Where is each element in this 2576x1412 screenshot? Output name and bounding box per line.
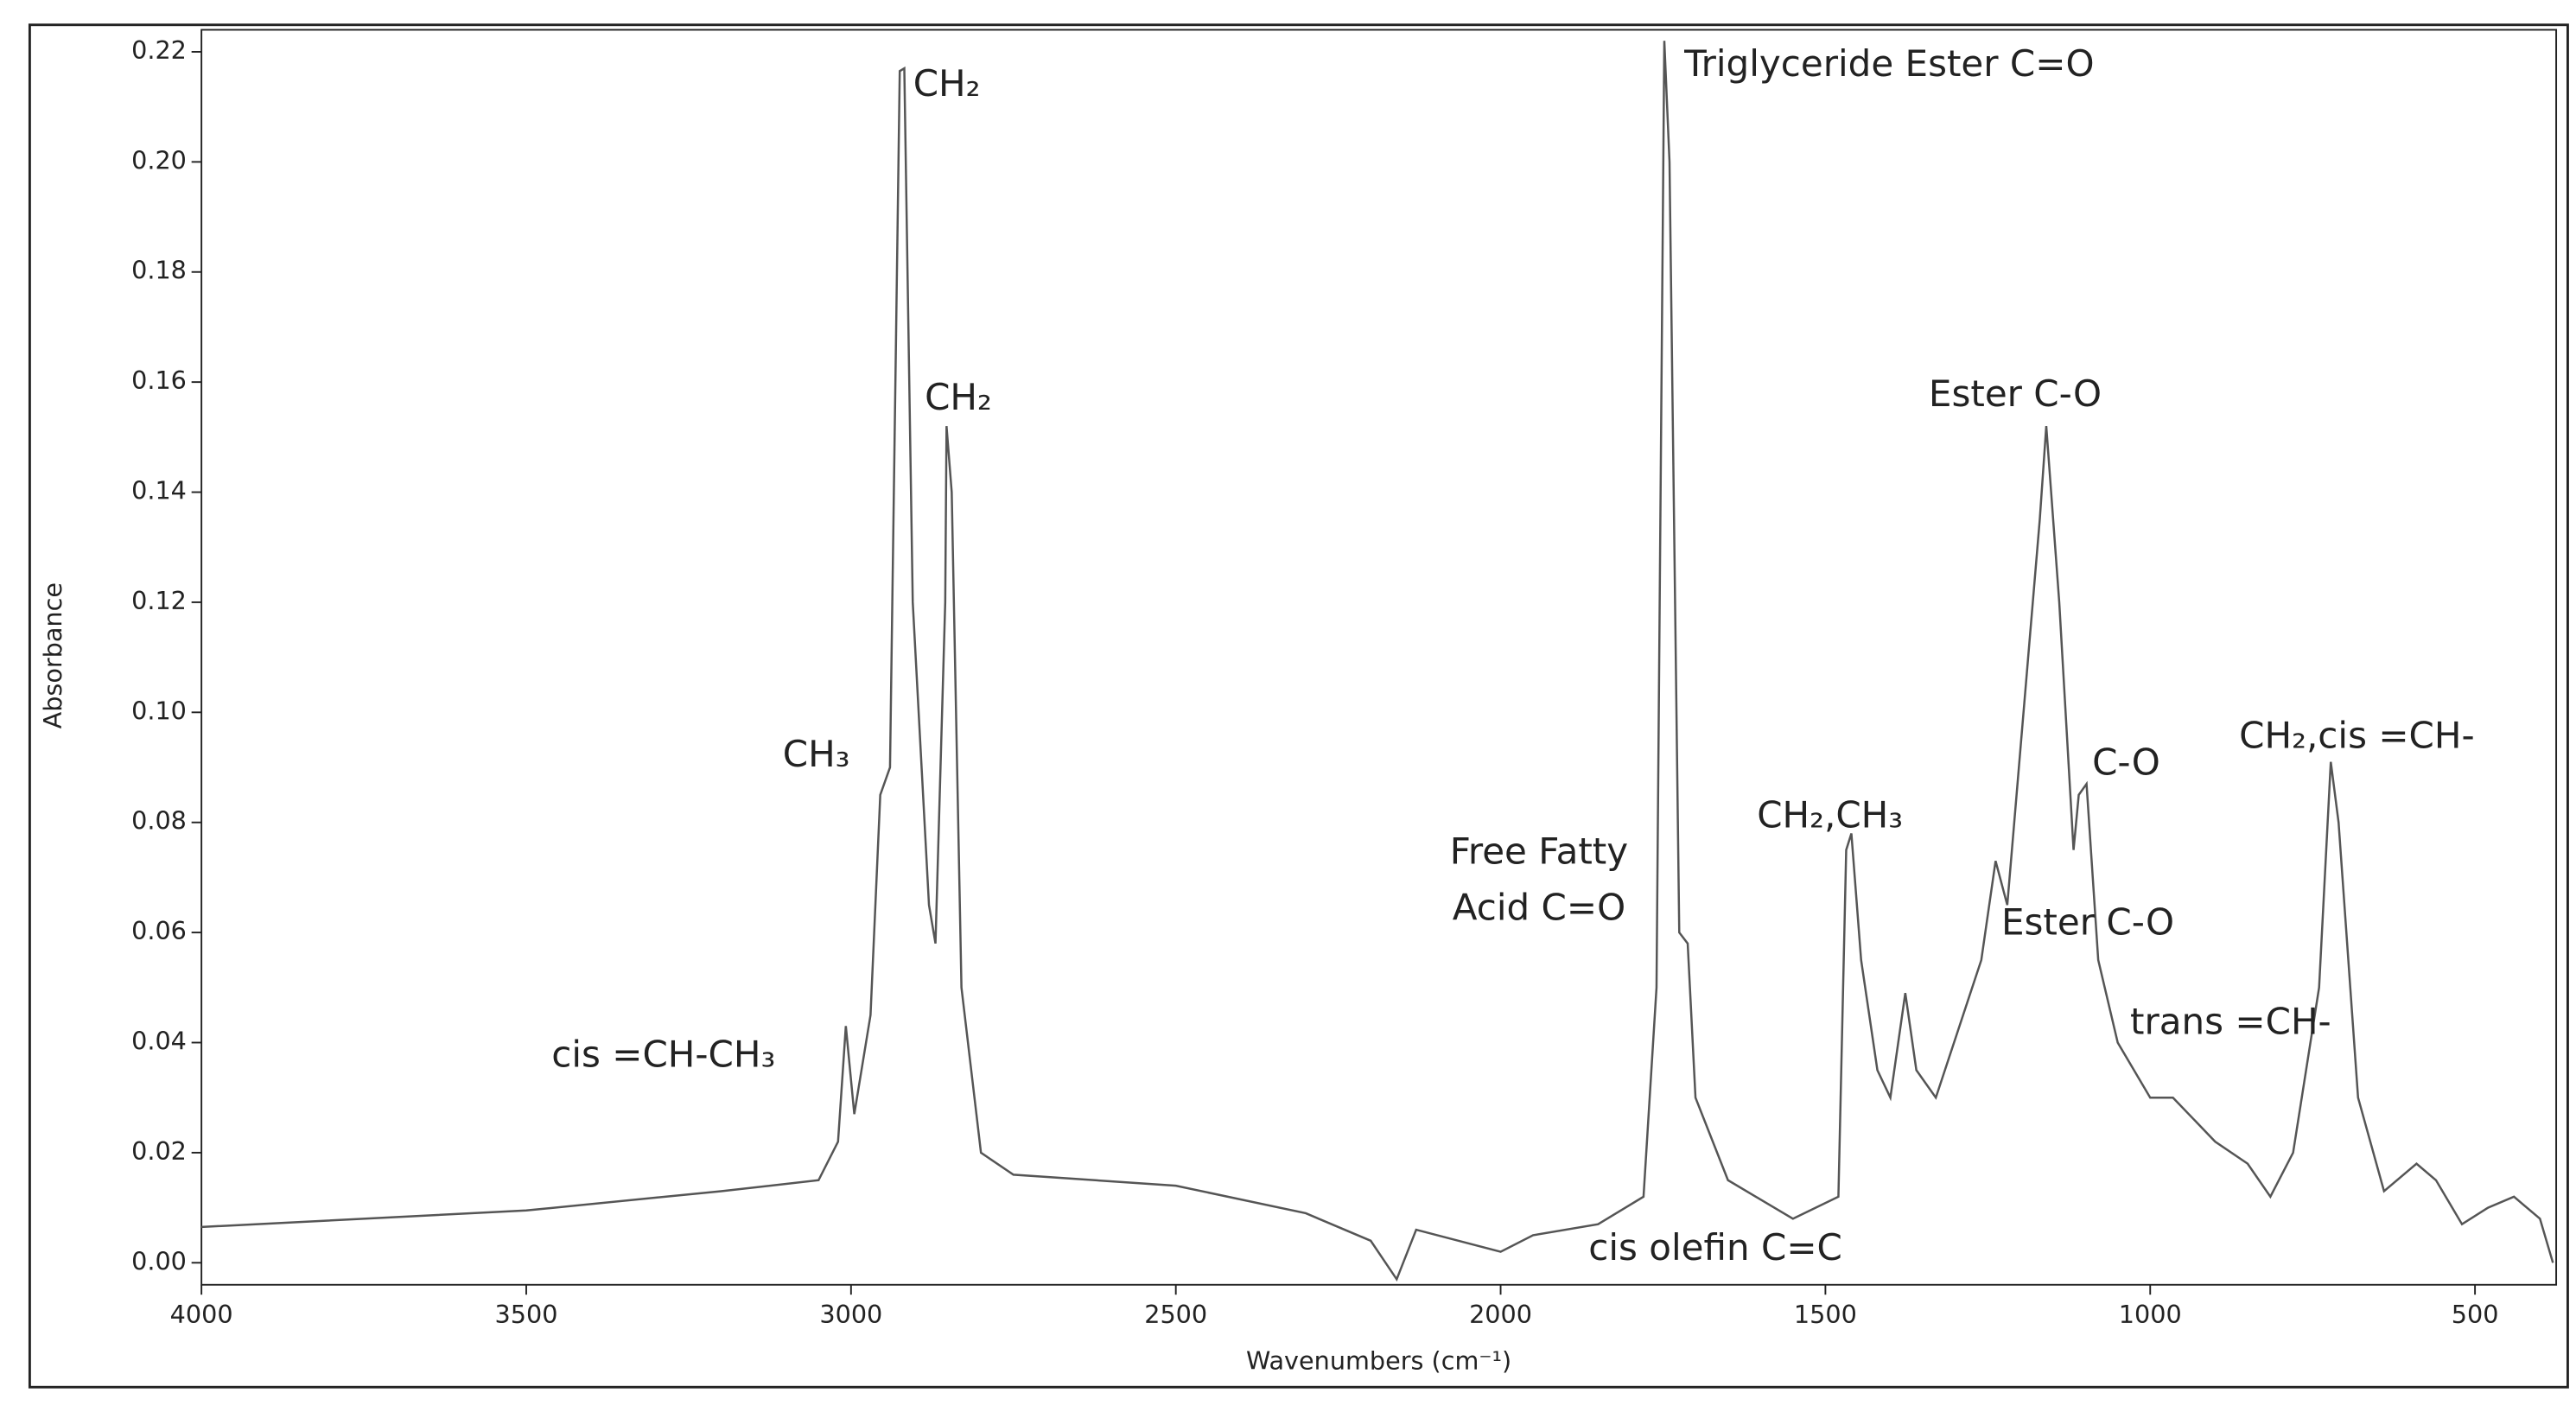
spectrum-line bbox=[201, 41, 2554, 1282]
peak-annotation: Ester C-O bbox=[2001, 901, 2174, 944]
y-tick-label: 0.00 bbox=[131, 1246, 187, 1275]
peak-annotation: CH₂,CH₃ bbox=[1757, 793, 1903, 836]
x-tick-label: 4000 bbox=[170, 1300, 233, 1329]
y-tick-label: 0.16 bbox=[131, 366, 187, 395]
y-tick-label: 0.02 bbox=[131, 1136, 187, 1166]
x-tick-label: 2500 bbox=[1144, 1300, 1207, 1329]
x-tick-label: 2000 bbox=[1469, 1300, 1532, 1329]
peak-annotation: CH₂,cis =CH- bbox=[2239, 715, 2474, 757]
peak-annotation: CH₃ bbox=[783, 733, 850, 775]
x-axis-label: Wavenumbers (cm⁻¹) bbox=[1246, 1346, 1511, 1376]
x-tick-label: 3000 bbox=[819, 1300, 882, 1329]
peak-annotation: cis =CH-CH₃ bbox=[551, 1034, 775, 1076]
y-tick-label: 0.06 bbox=[131, 916, 187, 945]
peak-annotation: CH₂ bbox=[913, 62, 981, 105]
y-tick-label: 0.08 bbox=[131, 806, 187, 836]
x-tick-label: 3500 bbox=[495, 1300, 558, 1329]
peak-annotation: Triglyceride Ester C=O bbox=[1683, 42, 2094, 85]
y-tick-label: 0.22 bbox=[131, 35, 187, 65]
x-tick-label: 1500 bbox=[1794, 1300, 1857, 1329]
peak-annotation: C-O bbox=[2092, 741, 2160, 783]
x-tick-label: 1000 bbox=[2119, 1300, 2182, 1329]
y-tick-label: 0.20 bbox=[131, 145, 187, 175]
peak-annotation: cis olefin C=C bbox=[1588, 1226, 1842, 1269]
figure-frame bbox=[28, 23, 2569, 1389]
peak-annotation: Ester C-O bbox=[1929, 372, 2102, 415]
x-tick-label: 500 bbox=[2452, 1300, 2499, 1329]
peak-annotation: Acid C=O bbox=[1453, 886, 1625, 928]
peak-annotation: trans =CH- bbox=[2130, 1000, 2331, 1042]
y-tick-label: 0.14 bbox=[131, 476, 187, 506]
peak-annotation: Free Fatty bbox=[1450, 830, 1628, 873]
plot-frame bbox=[200, 29, 2558, 1286]
y-tick-label: 0.12 bbox=[131, 586, 187, 615]
y-axis-label: Absorbance bbox=[38, 582, 67, 728]
y-tick-label: 0.18 bbox=[131, 256, 187, 285]
y-tick-label: 0.10 bbox=[131, 696, 187, 725]
y-tick-label: 0.04 bbox=[131, 1027, 187, 1056]
peak-annotation: CH₂ bbox=[925, 376, 992, 418]
